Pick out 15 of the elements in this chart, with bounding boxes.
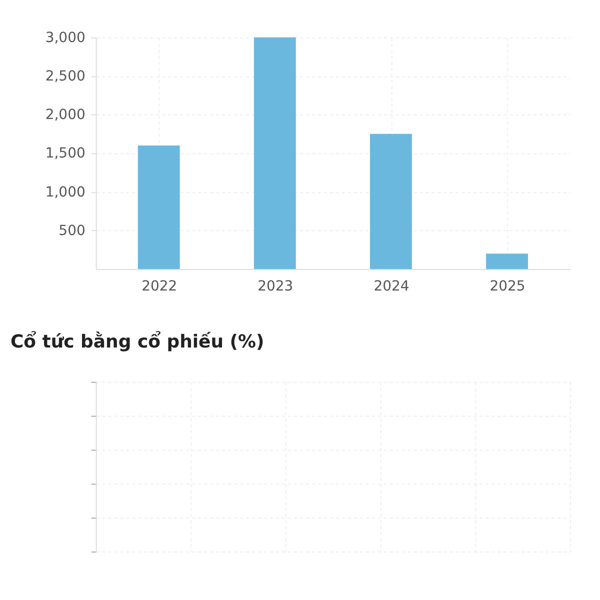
bar — [138, 145, 180, 270]
x-tick-label: 2022 — [142, 278, 178, 294]
y-tick-label: 2,000 — [45, 107, 86, 124]
y-tick-label: 3,000 — [45, 30, 86, 46]
x-tick-label: 2025 — [490, 278, 526, 294]
bar — [254, 37, 296, 270]
y-tick-label: 500 — [58, 222, 86, 239]
bar — [370, 134, 412, 270]
y-tick-label: 2,500 — [45, 68, 86, 84]
x-tick-label: 2023 — [258, 278, 294, 294]
x-tick-label: 2024 — [374, 278, 410, 294]
text: Cổ tức bằng cổ phiếu (%) — [10, 330, 264, 352]
bar — [486, 254, 528, 270]
y-tick-label: 1,500 — [45, 146, 86, 162]
y-tick-label: 1,000 — [45, 184, 86, 200]
